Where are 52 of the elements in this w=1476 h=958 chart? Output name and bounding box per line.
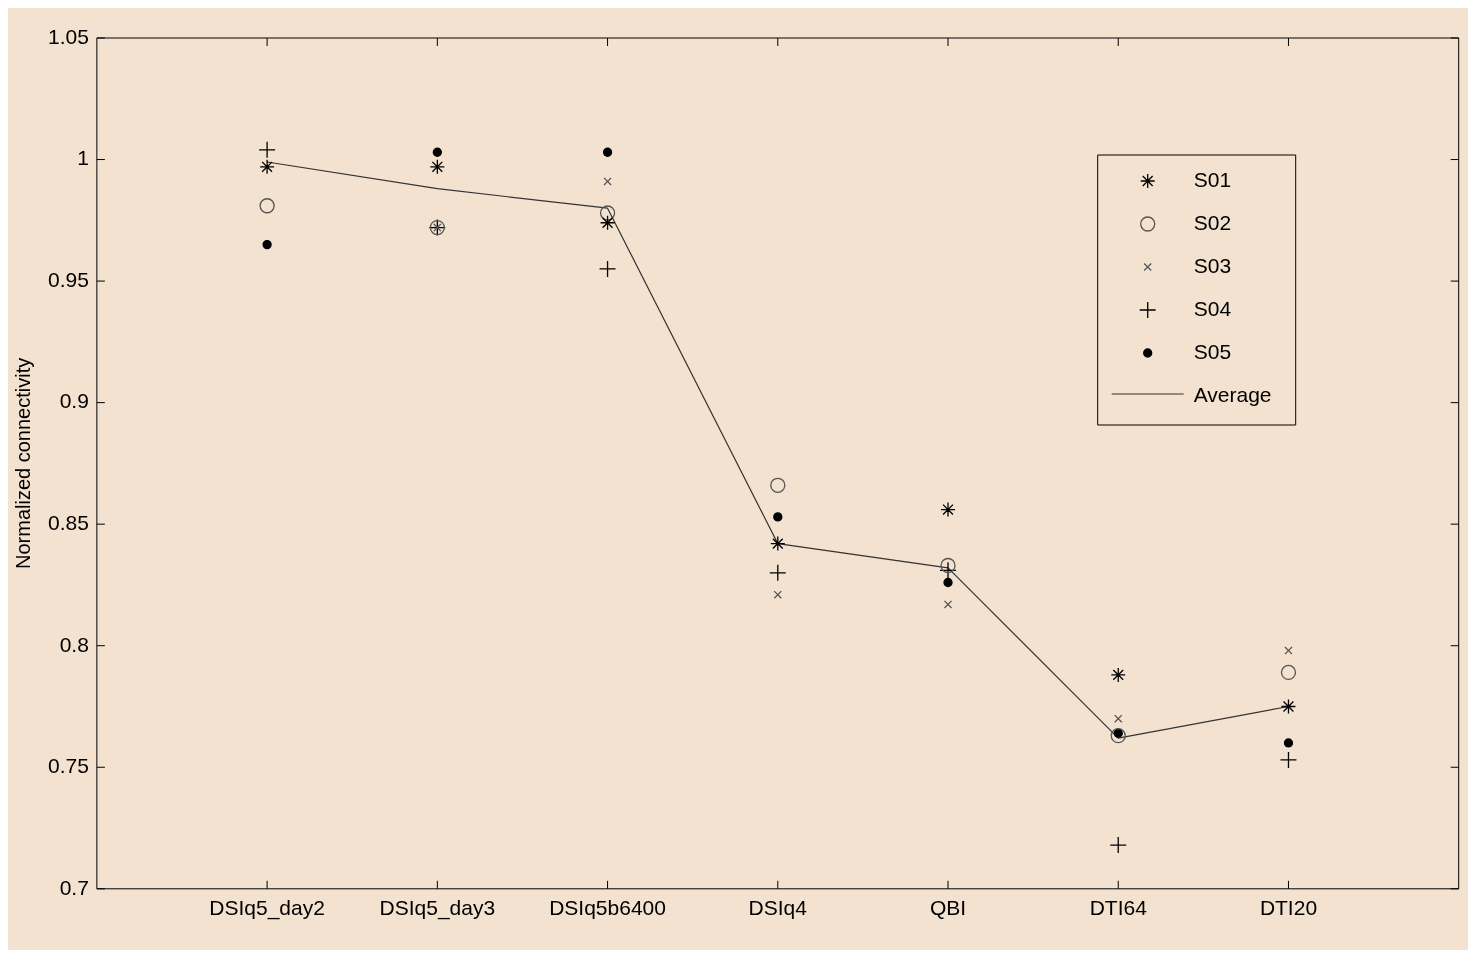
- point: [258, 141, 276, 159]
- y-tick-label: 1.05: [48, 24, 89, 48]
- x-tick-label: DSIq5b6400: [549, 896, 666, 920]
- point: [598, 260, 617, 278]
- y-tick-label: 1: [77, 146, 89, 170]
- x-tick-label: QBI: [929, 896, 967, 920]
- y-tick-label: 0.9: [59, 389, 89, 413]
- point: [429, 159, 445, 175]
- y-axis-title: Normalized connectivity: [11, 357, 34, 569]
- point: [1283, 738, 1294, 748]
- point: [773, 512, 783, 522]
- point: [259, 159, 275, 175]
- legend-label: S05: [1193, 339, 1232, 363]
- x-tick-label: DSIq5_day2: [209, 896, 325, 921]
- point: [432, 147, 442, 157]
- point: [1114, 714, 1123, 723]
- point: [1280, 664, 1297, 681]
- legend-label: S02: [1193, 210, 1232, 234]
- legend-label: Average: [1193, 382, 1272, 406]
- point: [1110, 667, 1126, 683]
- point: [769, 564, 787, 582]
- point: [943, 600, 953, 609]
- point: [602, 147, 613, 157]
- y-tick-label: 0.7: [59, 875, 89, 899]
- point: [770, 477, 786, 493]
- x-tick-label: DSIq4: [748, 896, 808, 920]
- point: [1109, 836, 1127, 854]
- point: [599, 215, 616, 231]
- point: [603, 177, 612, 186]
- x-tick-label: DSIq5_day3: [379, 896, 496, 921]
- y-tick-label: 0.95: [48, 267, 89, 291]
- point: [1279, 751, 1298, 769]
- legend-label: S01: [1193, 167, 1232, 191]
- point: [773, 590, 782, 599]
- y-tick-label: 0.8: [59, 632, 89, 656]
- point: [940, 501, 956, 518]
- point: [599, 205, 616, 221]
- point: [939, 561, 957, 580]
- x-tick-label: DTI20: [1259, 896, 1318, 920]
- point: [770, 535, 786, 552]
- point: [259, 198, 275, 214]
- point: [940, 557, 956, 574]
- y-tick-label: 0.75: [48, 754, 89, 778]
- point: [1280, 698, 1297, 715]
- y-tick-label: 0.85: [48, 510, 89, 534]
- legend-label: S04: [1193, 296, 1232, 320]
- point: [943, 577, 953, 588]
- x-tick-label: DTI64: [1089, 896, 1148, 920]
- point: [262, 239, 272, 250]
- point: [1110, 728, 1126, 744]
- point: [1284, 646, 1293, 655]
- legend-label: S03: [1193, 253, 1232, 277]
